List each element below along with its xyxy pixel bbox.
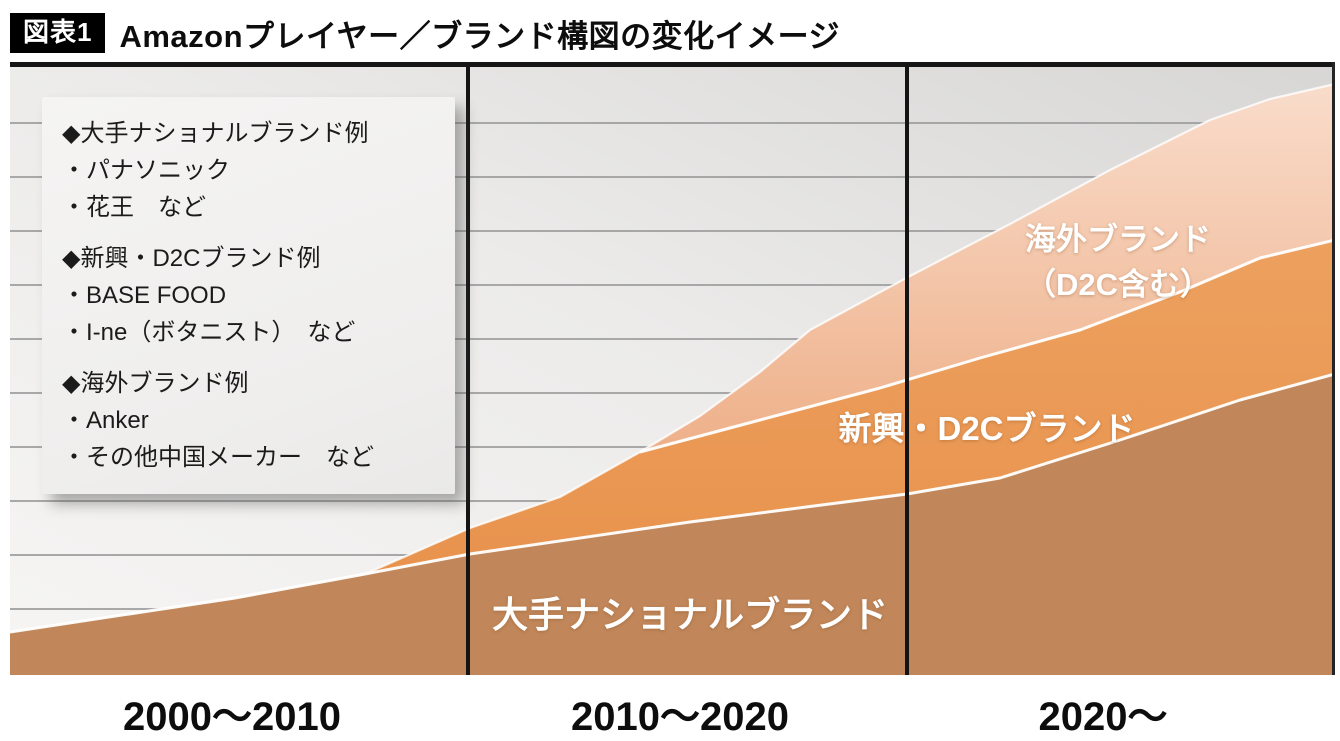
- label-overseas-line2: （D2C含む）: [1024, 266, 1212, 302]
- figure-title: Amazonプレイヤー／ブランド構図の変化イメージ: [119, 18, 840, 54]
- area-overseas-brands: [640, 84, 1335, 452]
- label-d2c-brands: 新興・D2Cブランド: [838, 410, 1136, 447]
- legend-item: ・BASE FOOD: [62, 282, 227, 309]
- x-axis-label-2020: 2020〜: [1038, 695, 1168, 739]
- label-overseas-line1: 海外ブランド: [1024, 222, 1211, 257]
- legend-item: ・花王 など: [62, 194, 206, 221]
- legend-heading: ◆海外ブランド例: [62, 370, 249, 397]
- separator-national-d2c: [10, 372, 1335, 634]
- legend-item: ・I-ne（ボタニスト） など: [62, 319, 356, 346]
- area-national-brands: [10, 374, 1335, 675]
- legend-heading: ◆新興・D2Cブランド例: [62, 245, 321, 272]
- brand-examples-legend: ◆大手ナショナルブランド例 ・パナソニック ・花王 など ◆新興・D2Cブランド…: [42, 97, 455, 494]
- stacked-area-chart: 大手ナショナルブランド 新興・D2Cブランド 海外ブランド （D2C含む）: [10, 62, 1335, 675]
- label-overseas-brands: 海外ブランド （D2C含む）: [1025, 218, 1211, 308]
- legend-group-national: ◆大手ナショナルブランド例 ・パナソニック ・花王 など: [62, 115, 435, 226]
- figure-title-row: 図表1 Amazonプレイヤー／ブランド構図の変化イメージ: [10, 11, 840, 55]
- legend-group-overseas: ◆海外ブランド例 ・Anker ・その他中国メーカー など: [62, 365, 435, 476]
- legend-group-d2c: ◆新興・D2Cブランド例 ・BASE FOOD ・I-ne（ボタニスト） など: [62, 240, 435, 351]
- x-axis-label-2010-2020: 2010〜2020: [571, 695, 789, 739]
- legend-item: ・その他中国メーカー など: [62, 444, 374, 471]
- figure-number-badge: 図表1: [10, 13, 106, 53]
- legend-item: ・Anker: [62, 407, 149, 434]
- area-d2c-brands: [365, 240, 1335, 574]
- legend-item: ・パナソニック: [62, 157, 230, 184]
- x-axis-label-2000-2010: 2000〜2010: [123, 695, 341, 739]
- stack-top-edge: [364, 82, 1335, 576]
- label-national-brands: 大手ナショナルブランド: [491, 594, 889, 635]
- separator-d2c-overseas: [639, 238, 1335, 454]
- period-dividers: [466, 64, 909, 675]
- legend-heading: ◆大手ナショナルブランド例: [62, 120, 369, 147]
